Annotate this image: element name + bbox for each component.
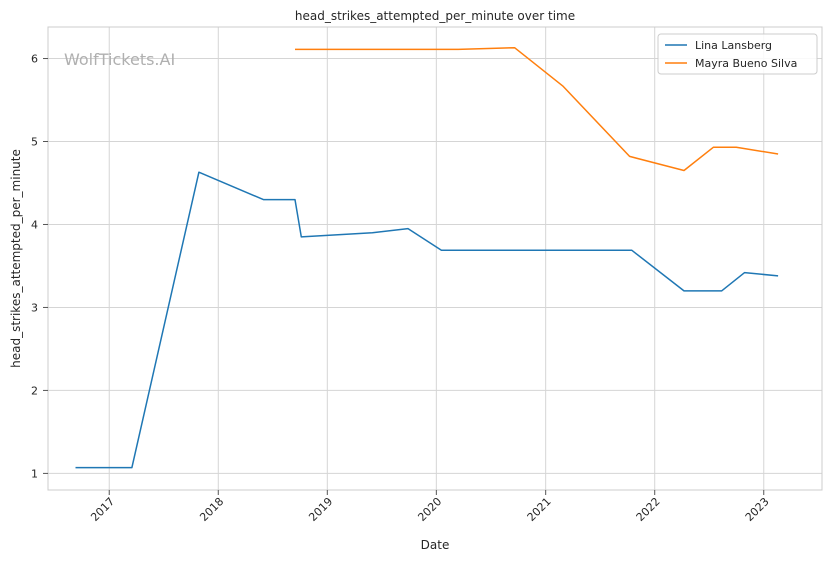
series-point bbox=[712, 146, 714, 148]
legend: Lina Lansberg Mayra Bueno Silva bbox=[657, 33, 818, 75]
series-point bbox=[777, 153, 779, 155]
series-point bbox=[513, 47, 515, 49]
y-axis-ticks: 1 2 3 4 5 6 bbox=[31, 53, 48, 480]
y-tick-label: 3 bbox=[31, 301, 38, 314]
series-point bbox=[720, 290, 722, 292]
watermark-text: WolfTickets.AI bbox=[64, 50, 175, 69]
y-tick-label: 5 bbox=[31, 136, 38, 149]
series-point bbox=[562, 85, 564, 87]
series-point bbox=[262, 198, 264, 200]
series-point bbox=[74, 466, 76, 468]
series-line-2 bbox=[295, 46, 779, 172]
series-point bbox=[683, 169, 685, 171]
series-point bbox=[294, 48, 296, 50]
series-point bbox=[743, 271, 745, 273]
series-point bbox=[371, 232, 373, 234]
series-line-1 bbox=[75, 171, 779, 469]
series-point bbox=[735, 146, 737, 148]
y-tick-label: 1 bbox=[31, 467, 38, 480]
chart-title: head_strikes_attempted_per_minute over t… bbox=[295, 9, 575, 23]
legend-box bbox=[657, 33, 818, 75]
plot-area-frame bbox=[47, 26, 823, 491]
series-point bbox=[683, 290, 685, 292]
series-point bbox=[294, 198, 296, 200]
series-layer bbox=[74, 46, 779, 469]
y-tick-label: 6 bbox=[31, 53, 38, 66]
series-point bbox=[631, 249, 633, 251]
y-tick-label: 2 bbox=[31, 384, 38, 397]
series-point bbox=[777, 275, 779, 277]
legend-label: Mayra Bueno Silva bbox=[695, 57, 797, 70]
legend-label: Lina Lansberg bbox=[695, 39, 772, 52]
y-tick-label: 4 bbox=[31, 218, 38, 231]
series-point bbox=[628, 155, 630, 157]
series-point bbox=[407, 227, 409, 229]
x-axis-label: Date bbox=[421, 538, 450, 552]
series-point bbox=[457, 48, 459, 50]
series-point bbox=[440, 249, 442, 251]
series-point bbox=[300, 236, 302, 238]
series-point bbox=[131, 466, 133, 468]
series-point bbox=[198, 171, 200, 173]
y-axis-label: head_strikes_attempted_per_minute bbox=[9, 149, 23, 368]
